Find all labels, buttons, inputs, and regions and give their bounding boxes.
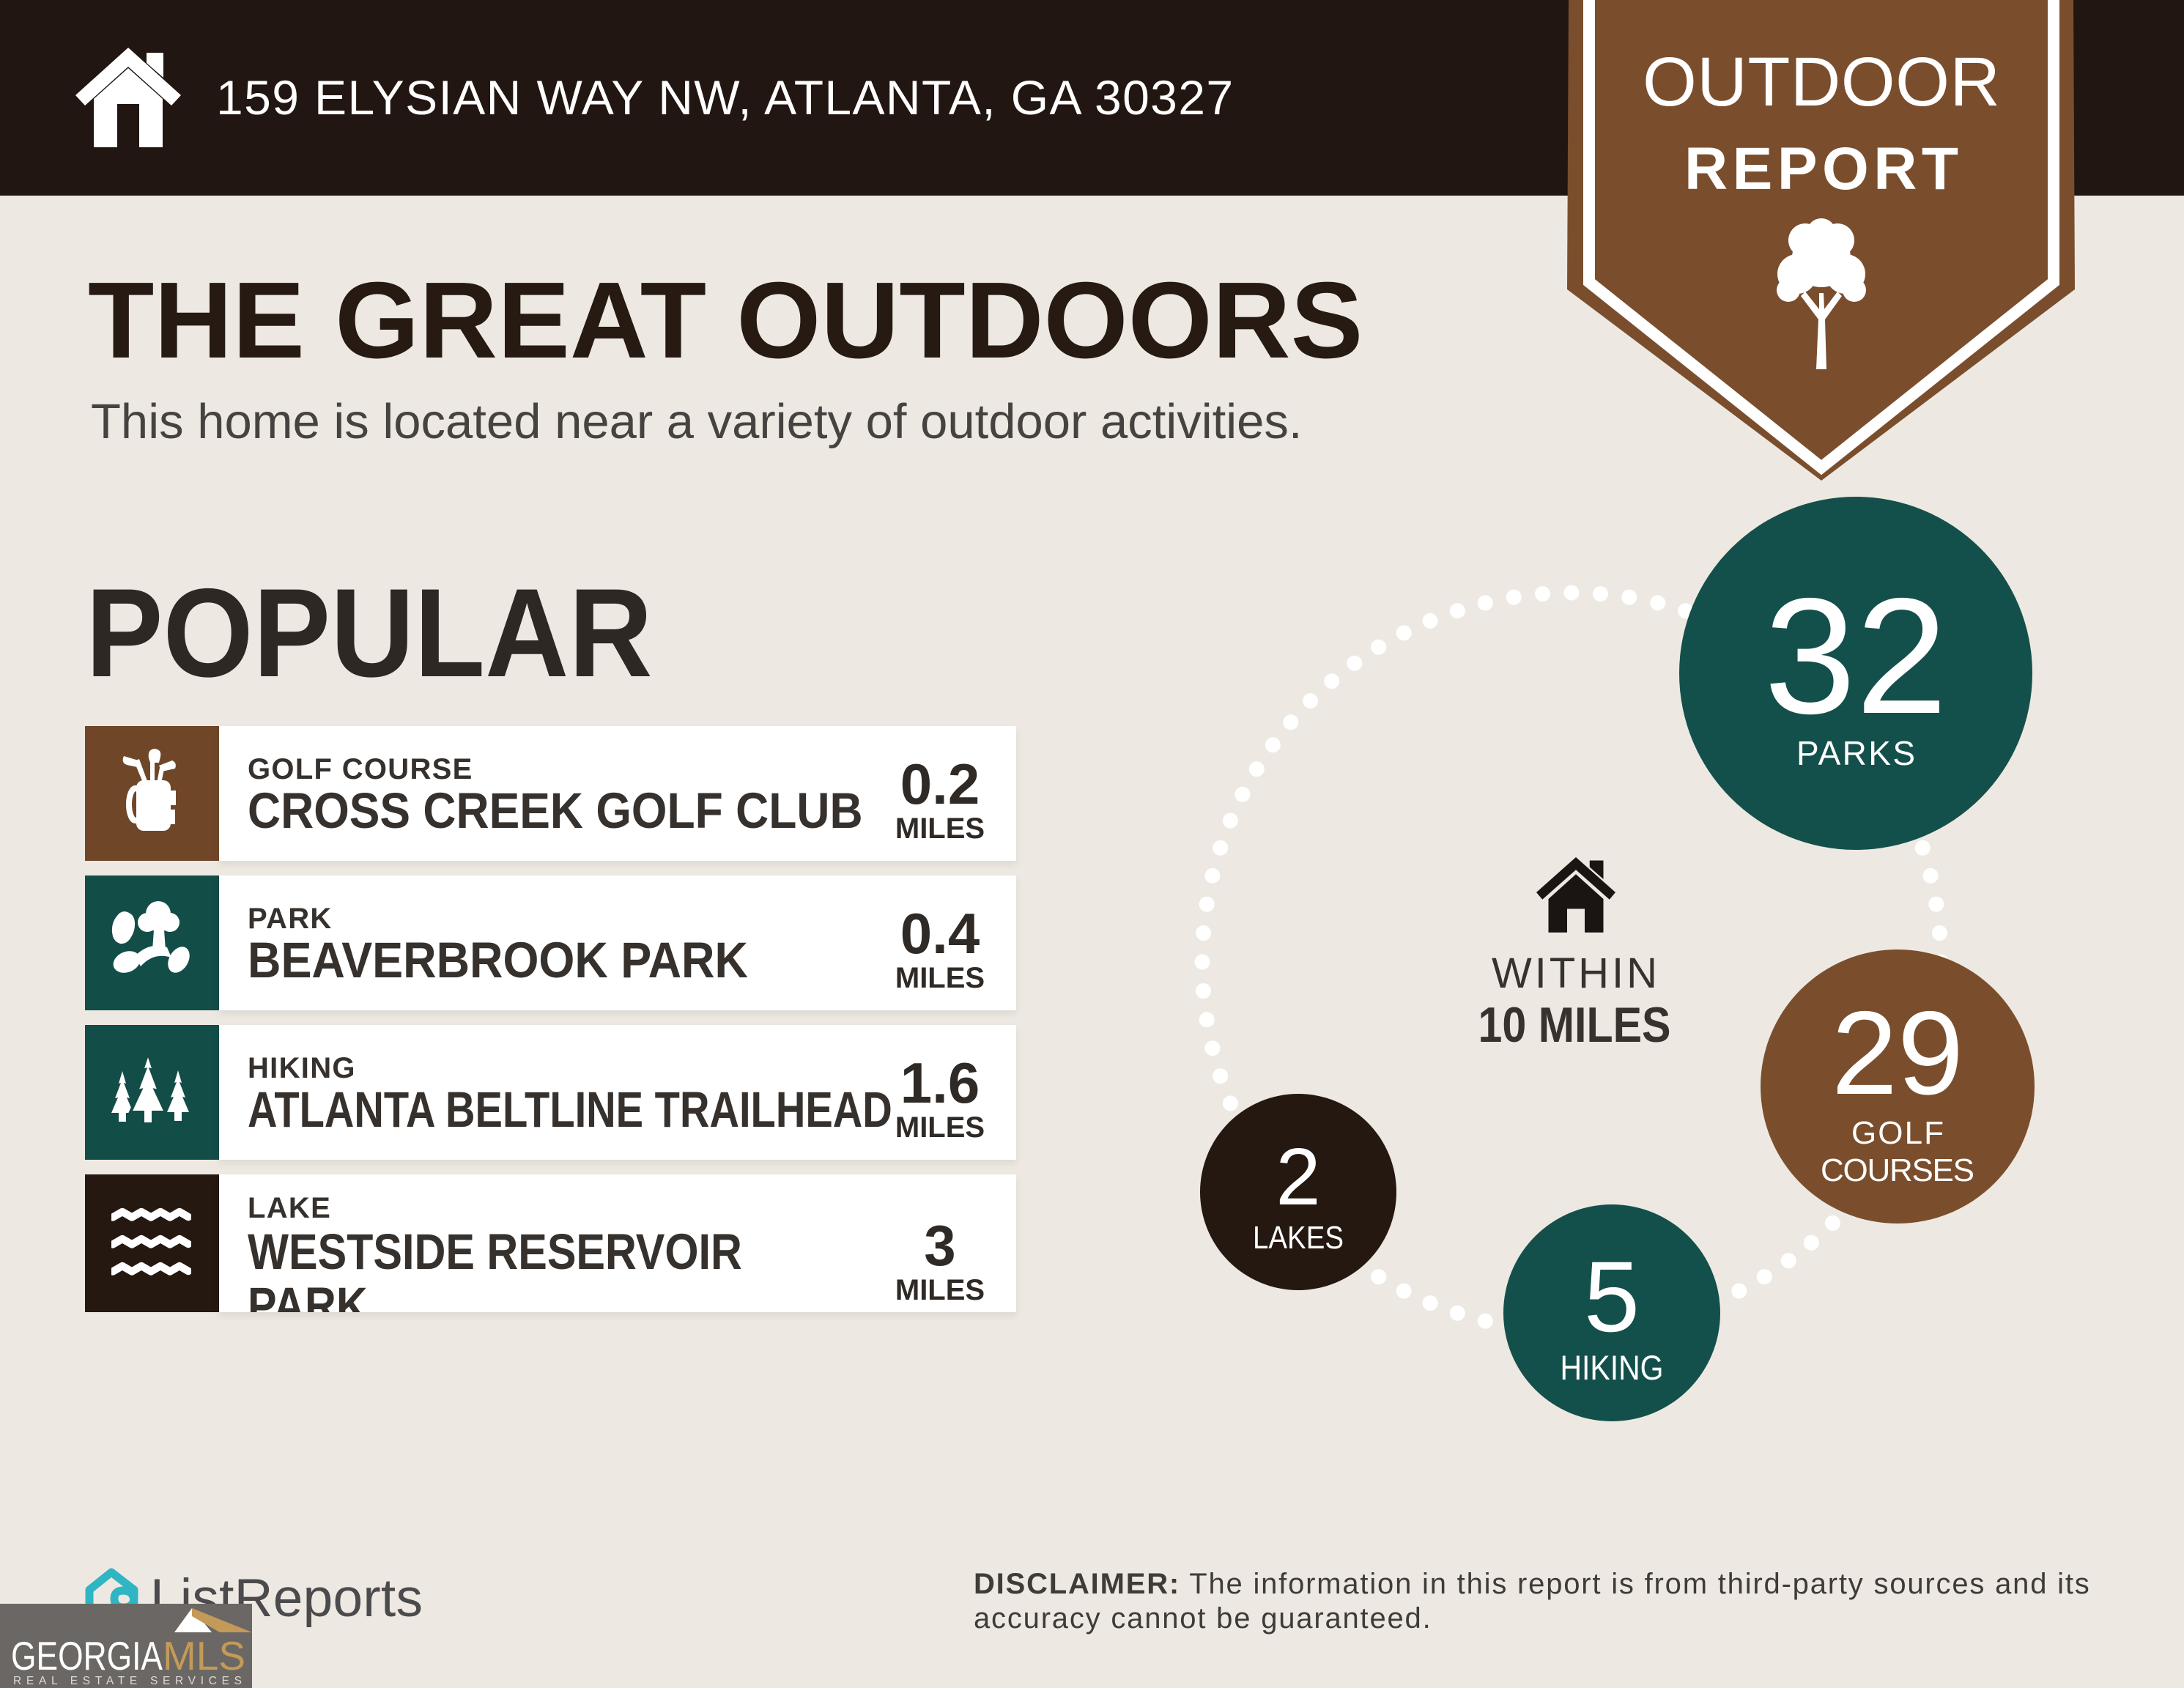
svg-text:10 MILES: 10 MILES	[1478, 997, 1671, 1053]
svg-text:MLS: MLS	[163, 1633, 245, 1678]
svg-text:29: 29	[1832, 987, 1963, 1119]
svg-text:5: 5	[1584, 1241, 1640, 1353]
svg-text:2: 2	[1276, 1132, 1320, 1222]
svg-text:LAKES: LAKES	[1253, 1220, 1344, 1256]
svg-text:PARKS: PARKS	[1796, 734, 1915, 772]
svg-text:32: 32	[1764, 563, 1947, 748]
svg-text:GEORGIA: GEORGIA	[11, 1633, 163, 1678]
svg-text:OUTDOOR: OUTDOOR	[1643, 43, 2000, 121]
svg-text:HIKING: HIKING	[1561, 1348, 1664, 1387]
svg-text:WITHIN: WITHIN	[1492, 949, 1657, 997]
svg-text:COURSES: COURSES	[1821, 1152, 1974, 1188]
svg-text:GOLF: GOLF	[1851, 1115, 1944, 1151]
